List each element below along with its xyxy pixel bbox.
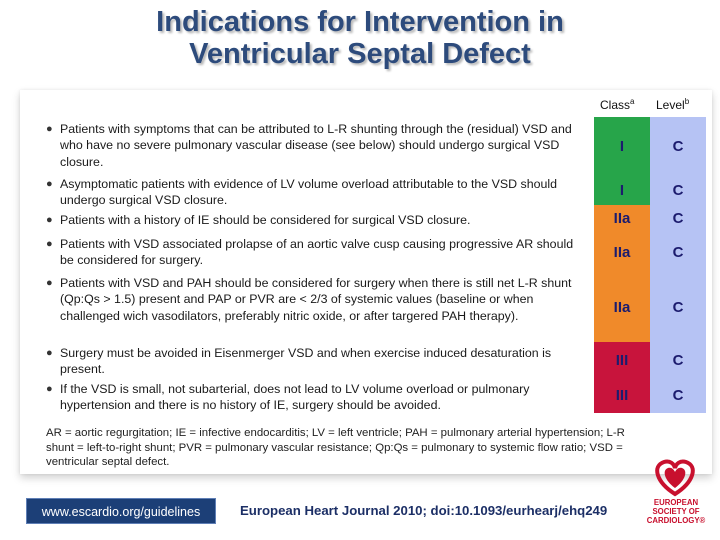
guidelines-link[interactable]: www.escardio.org/guidelines bbox=[26, 498, 216, 524]
class-cell-2: I bbox=[594, 175, 650, 205]
class-cell-1: I bbox=[594, 117, 650, 175]
class-cell-4: IIa bbox=[594, 232, 650, 272]
level-cell-6: C bbox=[650, 342, 706, 378]
class-cell-3: IIa bbox=[594, 205, 650, 232]
recommendation-text: Patients with symptoms that can be attri… bbox=[60, 122, 572, 169]
recommendation-row-6: ● Surgery must be avoided in Eisenmerger… bbox=[44, 345, 589, 378]
recommendation-row-4: ● Patients with VSD associated prolapse … bbox=[44, 236, 589, 269]
esc-logo-text: EUROPEAN SOCIETY OF CARDIOLOGY® bbox=[646, 498, 706, 525]
title-line-2: Ventricular Septal Defect bbox=[189, 38, 531, 70]
abbreviations-footnote: AR = aortic regurgitation; IE = infectiv… bbox=[46, 427, 625, 468]
recommendation-row-5: ● Patients with VSD and PAH should be co… bbox=[44, 275, 589, 324]
level-cell-2: C bbox=[650, 175, 706, 205]
recommendation-row-1: ● Patients with symptoms that can be att… bbox=[44, 121, 589, 170]
class-cell-5: IIa bbox=[594, 272, 650, 342]
recommendation-text: Patients with VSD associated prolapse of… bbox=[60, 237, 574, 268]
level-cell-3: C bbox=[650, 205, 706, 232]
esc-heart-logo-icon bbox=[655, 459, 695, 497]
level-cell-4: C bbox=[650, 232, 706, 272]
class-cell-7: III bbox=[594, 378, 650, 413]
bullet-icon: ● bbox=[46, 383, 53, 395]
bullet-icon: ● bbox=[46, 277, 53, 289]
recommendation-row-7: ● If the VSD is small, not subarterial, … bbox=[44, 381, 589, 414]
journal-citation: European Heart Journal 2010; doi:10.1093… bbox=[240, 503, 608, 518]
recommendation-text: If the VSD is small, not subarterial, do… bbox=[60, 382, 530, 413]
level-cell-5: C bbox=[650, 272, 706, 342]
title-line-1: Indications for Intervention in bbox=[156, 6, 564, 38]
recommendation-text: Patients with VSD and PAH should be cons… bbox=[60, 276, 572, 323]
bullet-icon: ● bbox=[46, 178, 53, 190]
bullet-icon: ● bbox=[46, 238, 53, 250]
class-header: Classa bbox=[600, 97, 635, 112]
recommendation-text: Surgery must be avoided in Eisenmerger V… bbox=[60, 346, 552, 377]
level-cell-1: C bbox=[650, 117, 706, 175]
bullet-icon: ● bbox=[46, 347, 53, 359]
bullet-icon: ● bbox=[46, 123, 53, 135]
level-cell-7: C bbox=[650, 378, 706, 413]
class-cell-6: III bbox=[594, 342, 650, 378]
recommendation-text: Patients with a history of IE should be … bbox=[60, 213, 471, 227]
bullet-icon: ● bbox=[46, 214, 53, 226]
level-header: Levelb bbox=[656, 97, 690, 112]
recommendation-row-3: ● Patients with a history of IE should b… bbox=[44, 212, 589, 228]
recommendation-row-2: ● Asymptomatic patients with evidence of… bbox=[44, 176, 589, 209]
slide-title: Indications for Intervention in Ventricu… bbox=[0, 6, 720, 70]
recommendation-text: Asymptomatic patients with evidence of L… bbox=[60, 177, 558, 208]
